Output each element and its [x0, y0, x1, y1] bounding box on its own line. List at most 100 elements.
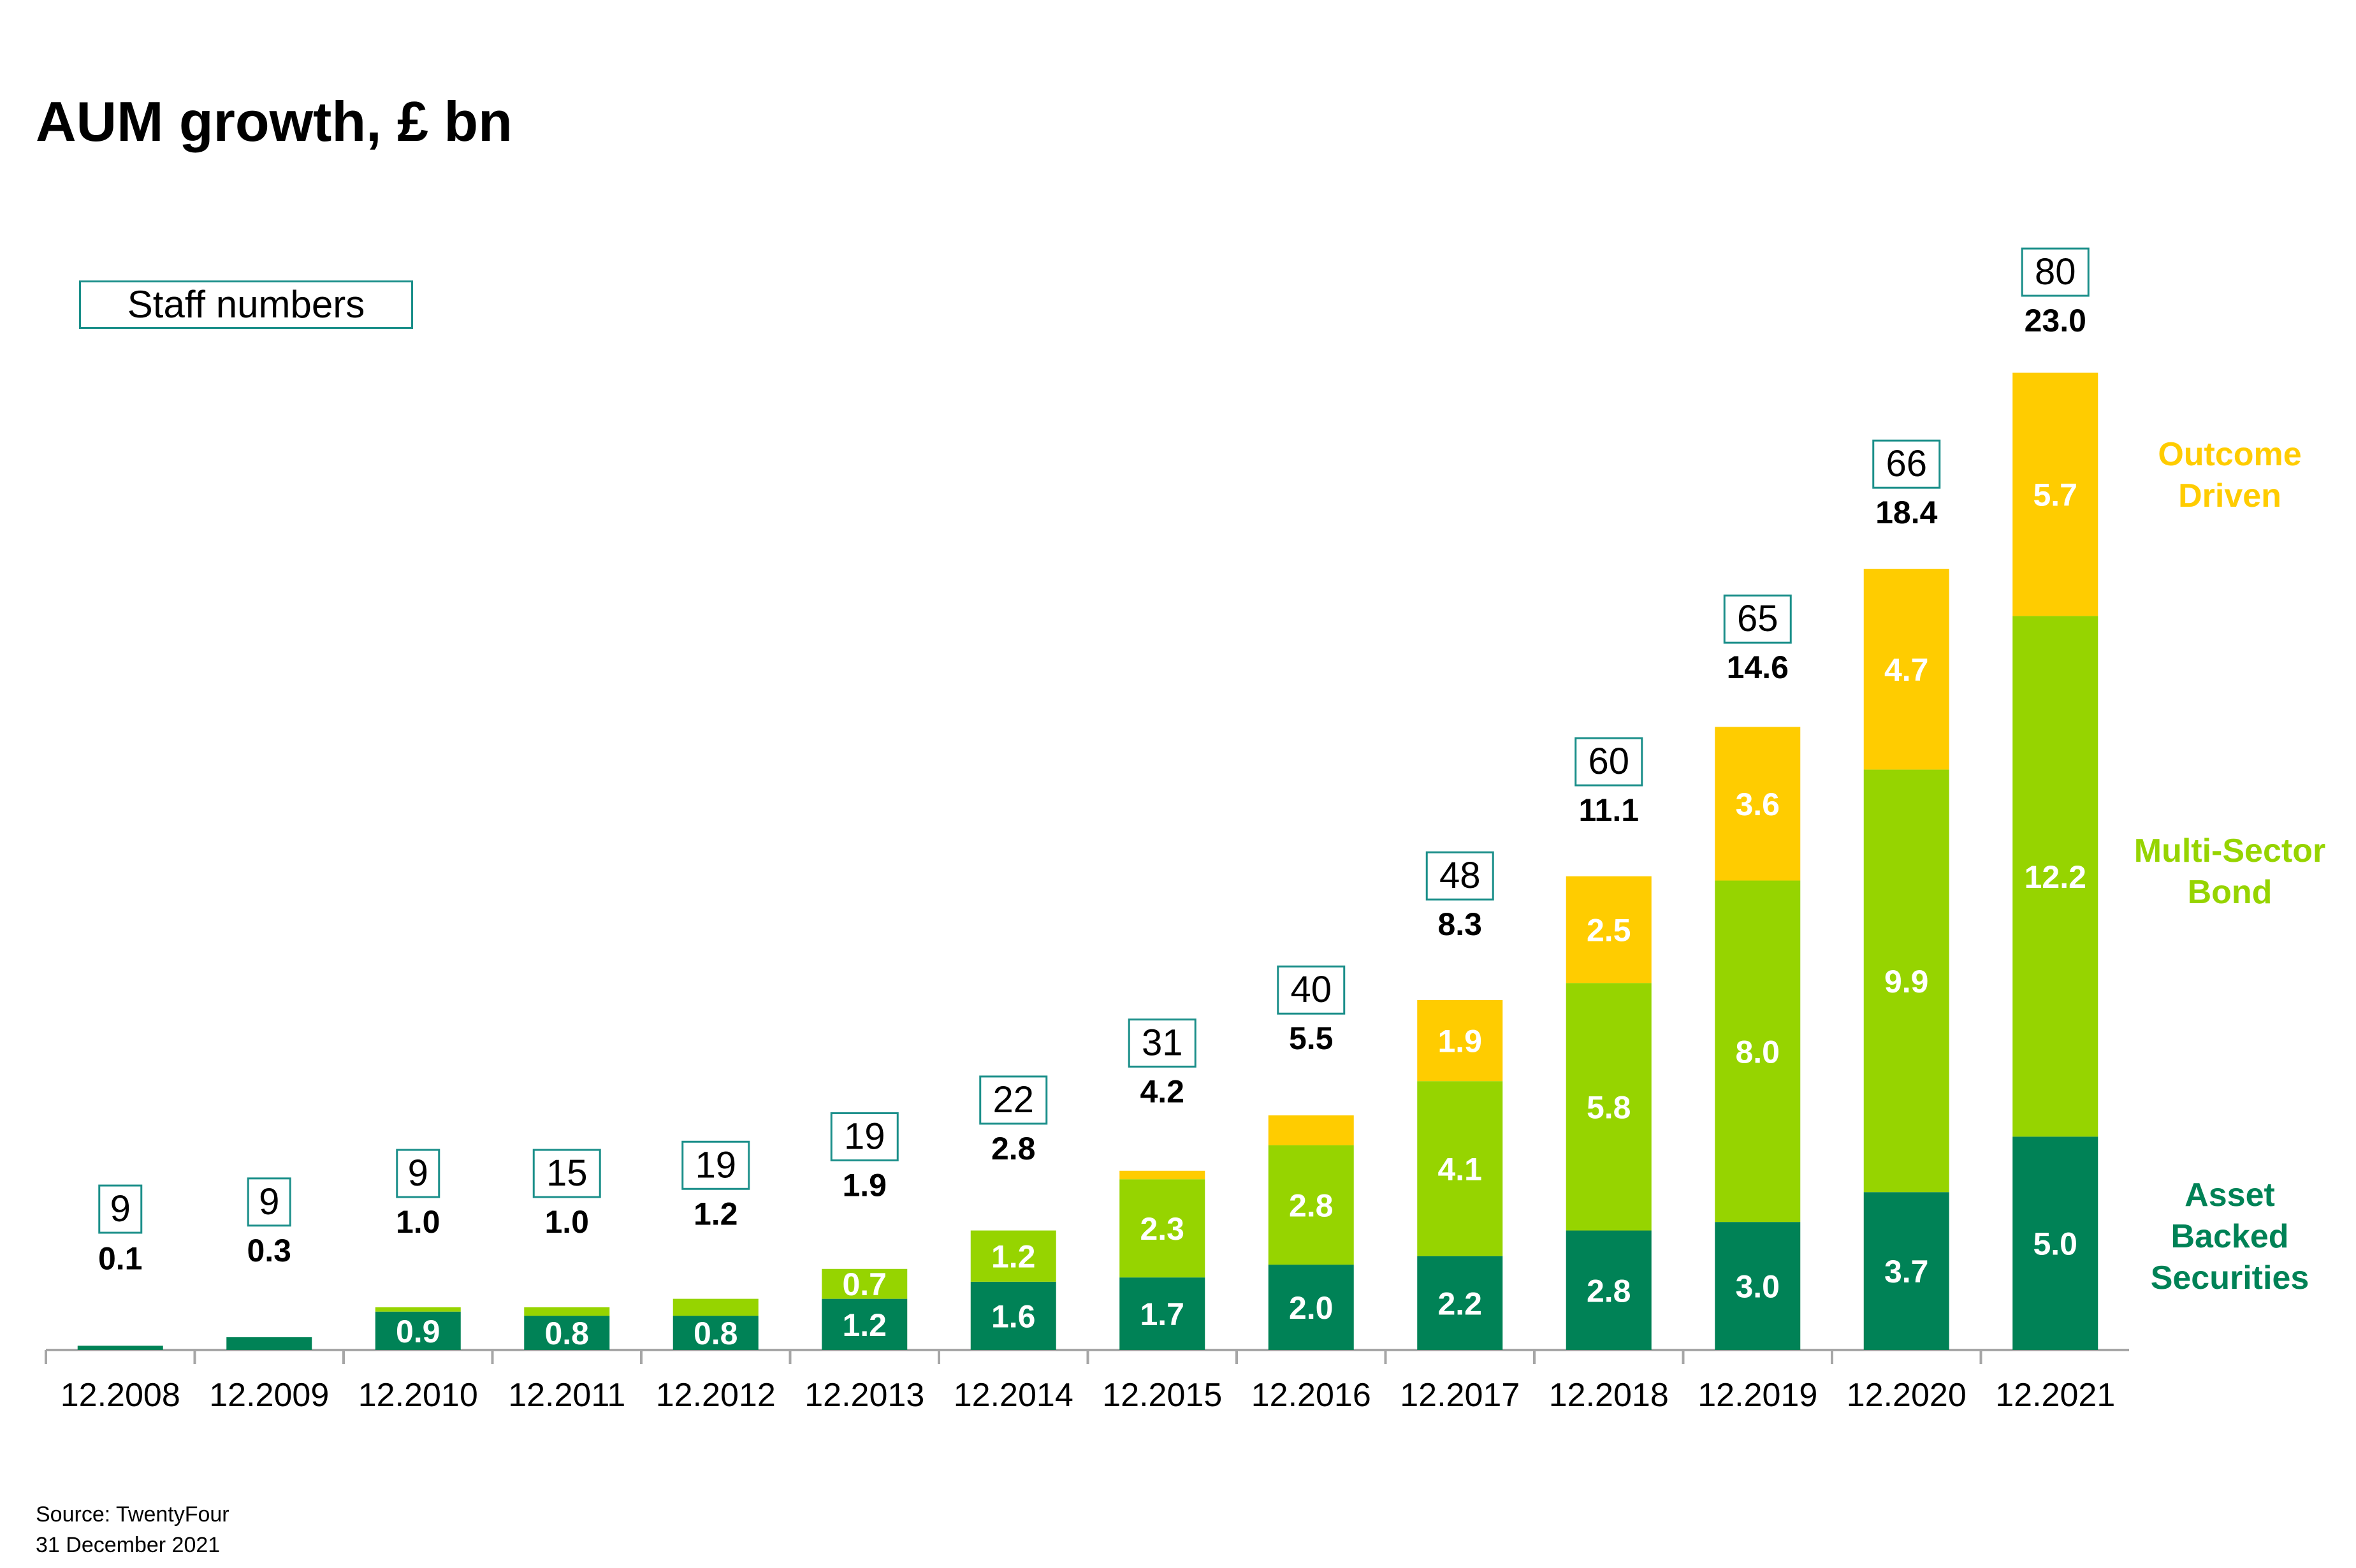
- bar-segment-multi-sector: [1119, 1179, 1205, 1278]
- x-tick-label: 12.2017: [1400, 1377, 1520, 1414]
- bar-segment-multi-sector: [1268, 1145, 1354, 1265]
- segment-label: 2.2: [1437, 1286, 1482, 1321]
- total-label: 0.3: [247, 1233, 291, 1268]
- total-label: 8.3: [1437, 906, 1482, 942]
- total-label: 1.9: [842, 1167, 887, 1203]
- total-label: 14.6: [1727, 650, 1789, 685]
- bar-segment-multi-sector: [970, 1230, 1056, 1282]
- page-title: AUM growth, £ bn: [36, 90, 513, 153]
- legend-label-multi-sector: Multi-Sector: [2134, 832, 2325, 869]
- total-label: 1.0: [544, 1204, 589, 1240]
- staff-number-box: [1872, 439, 1941, 489]
- source-note: Source: TwentyFour: [36, 1502, 229, 1527]
- bar-segment-asset-backed: [375, 1311, 461, 1350]
- bar-segment-outcome-driven: [1715, 727, 1801, 881]
- bar-segment-outcome-driven: [2012, 372, 2098, 616]
- staff-number-label: 31: [1142, 1022, 1183, 1063]
- segment-label: 0.9: [396, 1314, 440, 1349]
- x-tick-label: 12.2014: [954, 1377, 1073, 1414]
- staff-number-box: [1723, 594, 1792, 644]
- bar-segment-multi-sector: [524, 1307, 610, 1316]
- x-tick-label: 12.2020: [1847, 1377, 1967, 1414]
- x-tick-label: 12.2016: [1251, 1377, 1371, 1414]
- staff-number-box: [979, 1075, 1048, 1125]
- bar-segment-asset-backed: [1863, 1192, 1949, 1350]
- staff-number-label: 15: [546, 1152, 588, 1194]
- bar-segment-asset-backed: [970, 1281, 1056, 1350]
- total-label: 18.4: [1875, 495, 1938, 530]
- segment-label: 5.8: [1587, 1089, 1631, 1125]
- segment-label: 9.9: [1884, 964, 1929, 999]
- x-tick-label: 12.2013: [804, 1377, 924, 1414]
- staff-number-label: 19: [844, 1115, 885, 1157]
- staff-number-label: 9: [110, 1188, 131, 1230]
- total-label: 11.1: [1578, 792, 1639, 828]
- segment-label: 3.6: [1735, 787, 1780, 822]
- staff-number-label: 40: [1290, 969, 1332, 1010]
- total-label: 2.8: [991, 1131, 1036, 1166]
- segment-label: 8.0: [1735, 1034, 1780, 1070]
- segment-label: 3.0: [1735, 1269, 1780, 1305]
- bar-segment-multi-sector: [673, 1298, 759, 1316]
- segment-label: 1.6: [991, 1298, 1036, 1334]
- staff-number-box: [2021, 247, 2090, 297]
- staff-number-box: [532, 1149, 601, 1198]
- bar-segment-asset-backed: [77, 1346, 163, 1350]
- total-label: 0.1: [98, 1241, 143, 1277]
- x-tick-label: 12.2009: [209, 1377, 329, 1414]
- segment-label: 5.0: [2033, 1226, 2077, 1262]
- legend-label-outcome-driven: Outcome: [2158, 436, 2301, 473]
- date-note: 31 December 2021: [36, 1533, 221, 1557]
- staff-number-box: [396, 1149, 440, 1198]
- staff-number-label: 80: [2035, 251, 2076, 293]
- bar-segment-outcome-driven: [1863, 569, 1949, 770]
- bar-segment-multi-sector: [822, 1268, 908, 1299]
- bar-segment-multi-sector: [1715, 880, 1801, 1223]
- segment-label: 1.7: [1140, 1296, 1184, 1332]
- bar-segment-asset-backed: [673, 1316, 759, 1350]
- staff-number-label: 19: [695, 1144, 736, 1186]
- x-tick-label: 12.2010: [358, 1377, 478, 1414]
- bar-segment-asset-backed: [822, 1298, 908, 1350]
- x-tick-label: 12.2011: [508, 1377, 625, 1414]
- bar-segment-asset-backed: [1119, 1277, 1205, 1350]
- staff-number-box: [247, 1177, 291, 1227]
- footer: Source: TwentyFour 31 December 2021: [36, 1499, 229, 1560]
- bar-segment-asset-backed: [226, 1337, 312, 1350]
- staff-numbers-legend: Staff numbers: [79, 280, 413, 329]
- total-label: 4.2: [1140, 1073, 1184, 1109]
- staff-number-label: 22: [993, 1079, 1034, 1121]
- staff-number-label: 9: [408, 1152, 428, 1194]
- legend-label-multi-sector: Bond: [2188, 874, 2272, 911]
- segment-label: 5.7: [2033, 477, 2077, 513]
- staff-number-label: 48: [1439, 855, 1481, 896]
- segment-label: 1.9: [1437, 1024, 1482, 1059]
- bar-segment-asset-backed: [1268, 1265, 1354, 1350]
- bar-segment-outcome-driven: [1566, 876, 1652, 984]
- bar-segment-multi-sector: [1863, 769, 1949, 1193]
- staff-number-box: [1574, 737, 1643, 787]
- segment-label: 2.8: [1289, 1187, 1334, 1223]
- segment-label: 12.2: [2025, 859, 2086, 895]
- segment-label: 0.7: [842, 1267, 887, 1302]
- segment-label: 2.3: [1140, 1211, 1184, 1247]
- bar-segment-outcome-driven: [1417, 999, 1503, 1082]
- segment-label: 3.7: [1884, 1254, 1929, 1289]
- staff-number-box: [681, 1140, 750, 1190]
- segment-label: 0.8: [694, 1316, 738, 1351]
- segment-label: 1.2: [842, 1307, 887, 1343]
- legend-label-asset-backed: Asset: [2185, 1177, 2275, 1214]
- staff-number-box: [830, 1112, 899, 1161]
- segment-label: 4.7: [1884, 652, 1929, 688]
- segment-label: 2.5: [1587, 912, 1631, 948]
- segment-label: 2.0: [1289, 1290, 1334, 1326]
- x-tick-label: 12.2015: [1102, 1377, 1222, 1414]
- x-tick-label: 12.2012: [656, 1377, 776, 1414]
- staff-number-label: 60: [1588, 741, 1629, 782]
- bar-segment-multi-sector: [1417, 1081, 1503, 1256]
- staff-number-label: 65: [1737, 598, 1778, 639]
- total-label: 1.2: [694, 1196, 738, 1231]
- bar-segment-multi-sector: [1566, 983, 1652, 1231]
- total-label: 1.0: [396, 1204, 440, 1240]
